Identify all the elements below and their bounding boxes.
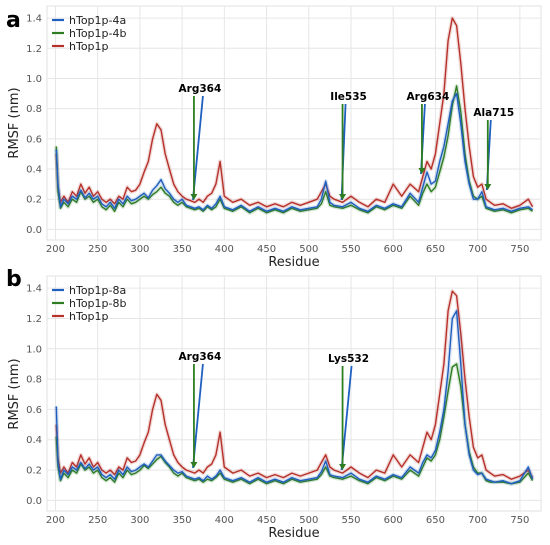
panel-b-x-axis-label: Residue <box>268 526 319 541</box>
y-tick-label: 0.8 <box>26 104 42 115</box>
x-tick-label: 750 <box>510 244 529 255</box>
x-tick-label: 600 <box>384 515 403 526</box>
y-tick-label: 0.4 <box>26 435 42 446</box>
panel-a-grid: 200 250 300 350 400 450 500 550 600 650 700 750 0.0 0… <box>26 6 541 255</box>
series-line-htop1p-4b <box>55 85 534 214</box>
x-tick-label: 300 <box>130 244 149 255</box>
x-tick-label: 550 <box>341 515 360 526</box>
annotation-label: Ile535 <box>330 91 367 103</box>
legend-label: hTop1p-8b <box>69 297 126 310</box>
x-tick-label: 450 <box>257 244 276 255</box>
legend-label: hTop1p <box>69 40 109 53</box>
panel-b-grid: 200 250 300 350 400 450 500 550 600 650 700 750 0.0 0… <box>26 276 541 526</box>
annotation-label: Arg364 <box>179 83 222 95</box>
annotation-arrowhead <box>190 194 198 200</box>
panel-b-annotations: Arg364 Lys532 <box>179 351 369 471</box>
series-line-htop1p-8a <box>55 310 534 485</box>
legend-label: hTop1p-4a <box>69 14 126 27</box>
x-tick-label: 200 <box>46 515 65 526</box>
x-tick-label: 350 <box>173 244 192 255</box>
y-tick-label: 0.8 <box>26 375 42 386</box>
y-tick-label: 0.6 <box>26 134 42 145</box>
y-tick-label: 0.6 <box>26 405 42 416</box>
y-tick-label: 0.0 <box>26 225 42 236</box>
x-tick-label: 200 <box>46 244 65 255</box>
annotation-arrowhead <box>418 168 426 174</box>
panel-a-x-axis-label: Residue <box>268 255 319 270</box>
series-line-htop1p-8b <box>55 363 534 485</box>
annotation-arrowhead <box>339 464 347 470</box>
legend-label: hTop1p <box>69 310 109 323</box>
panel-a: a 200 250 300 350 400 450 500 550 600 650 700 750 0.… <box>6 5 542 270</box>
y-tick-label: 0.0 <box>26 496 42 507</box>
series-line-htop1p <box>55 290 534 480</box>
annotation-arrowhead <box>190 462 198 468</box>
x-tick-label: 700 <box>468 244 487 255</box>
x-tick-label: 500 <box>299 244 318 255</box>
x-tick-label: 750 <box>510 515 529 526</box>
annotation-label: Arg364 <box>179 351 222 363</box>
legend-label: hTop1p-4b <box>69 27 126 40</box>
panel-b-y-axis-label: RMSF (nm) <box>7 358 22 429</box>
y-tick-label: 1.2 <box>26 314 42 325</box>
panel-b-series-lines <box>54 289 535 486</box>
annotation-arrowhead <box>484 184 492 190</box>
panel-a-y-axis-label: RMSF (nm) <box>7 87 22 158</box>
y-tick-label: 1.2 <box>26 44 42 55</box>
annotation-label: Ala715 <box>473 107 514 119</box>
series-line-htop1p <box>55 17 534 209</box>
x-tick-label: 250 <box>88 244 107 255</box>
x-tick-label: 600 <box>384 244 403 255</box>
x-tick-label: 400 <box>215 244 234 255</box>
x-tick-label: 450 <box>257 515 276 526</box>
y-tick-label: 0.2 <box>26 195 42 206</box>
y-tick-label: 1.0 <box>26 344 42 355</box>
x-tick-label: 650 <box>426 244 445 255</box>
annotation-arrowhead <box>339 194 347 200</box>
panel-a-annotations: Arg364 Ile535 Arg634 Ala715 <box>179 83 514 201</box>
y-tick-label: 0.2 <box>26 466 42 477</box>
y-tick-label: 1.4 <box>26 14 42 25</box>
x-tick-label: 300 <box>130 515 149 526</box>
y-tick-label: 1.4 <box>26 284 42 295</box>
legend-label: hTop1p-8a <box>69 284 126 297</box>
x-tick-label: 500 <box>299 515 318 526</box>
series-line-htop1p-4a <box>55 92 534 212</box>
panel-a-series-lines <box>54 16 535 215</box>
y-tick-label: 1.0 <box>26 74 42 85</box>
panel-b: b 200 250 300 350 400 450 500 550 600 650 700 750 0.… <box>6 267 542 541</box>
x-tick-label: 250 <box>88 515 107 526</box>
x-tick-label: 700 <box>468 515 487 526</box>
panel-b-letter: b <box>6 267 22 292</box>
x-tick-label: 650 <box>426 515 445 526</box>
annotation-label: Arg634 <box>407 91 450 103</box>
annotation-label: Lys532 <box>328 353 369 365</box>
x-tick-label: 550 <box>341 244 360 255</box>
x-tick-label: 350 <box>173 515 192 526</box>
panel-a-letter: a <box>6 8 21 33</box>
y-tick-label: 0.4 <box>26 165 42 176</box>
x-tick-label: 400 <box>215 515 234 526</box>
